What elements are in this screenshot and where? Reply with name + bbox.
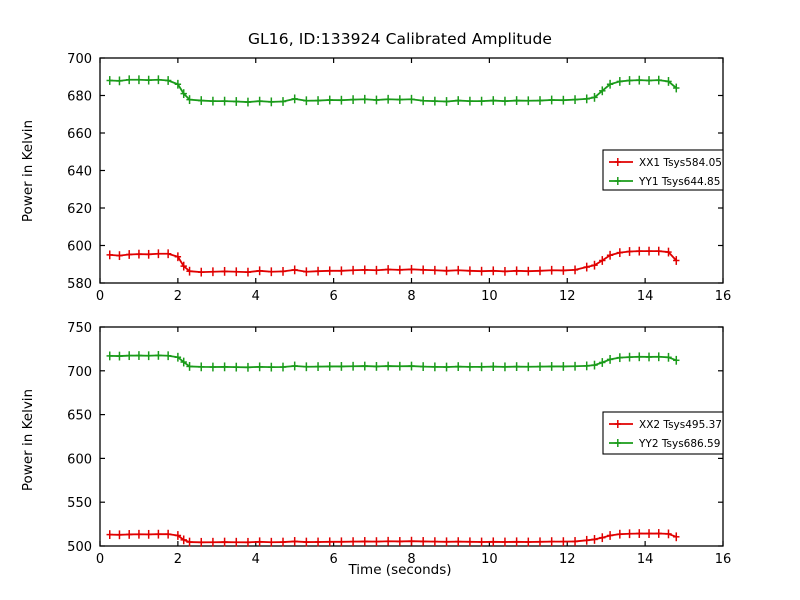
panel-bottom: 0 2 4 6 8 10 12 14 16 500 550 600 650 700 750	[67, 321, 731, 567]
y-tick-label: 650	[67, 409, 92, 424]
y-tick-label: 550	[67, 496, 92, 511]
series-markers-1	[106, 75, 680, 107]
legend-bottom[interactable]: XX2 Tsys495.37 YY2 Tsys686.59	[602, 411, 724, 455]
x-tick-label: 14	[637, 289, 654, 304]
x-tick-label: 14	[637, 552, 654, 567]
panel-top: 0 2 4 6 8 10 12 14 16 580 600 620 640 660 680 700	[67, 52, 731, 304]
x-tick-label: 12	[559, 552, 576, 567]
x-tick-label: 16	[715, 552, 732, 567]
series-line-0	[108, 250, 678, 274]
y-tick-label: 750	[67, 321, 92, 336]
y-tick-label: 620	[67, 202, 92, 217]
x-tick-label: 10	[481, 289, 498, 304]
chart-title: GL16, ID:133924 Calibrated Amplitude	[247, 30, 553, 48]
x-tick-label: 8	[407, 289, 415, 304]
x-tick-label: 16	[715, 289, 732, 304]
x-tick-label: 2	[174, 552, 182, 567]
series-markers-0	[106, 529, 680, 547]
x-tick-label: 0	[96, 552, 104, 567]
x-axis-label: Time (seconds)	[348, 562, 452, 578]
y-tick-label: 660	[67, 127, 92, 142]
legend-label-0: XX2 Tsys495.37	[639, 419, 722, 431]
series-markers-0	[106, 246, 680, 277]
legend-label-1: YY2 Tsys686.59	[638, 438, 720, 450]
series-markers-1	[106, 350, 680, 372]
x-tick-label: 10	[481, 552, 498, 567]
x-tick-label: 6	[329, 552, 337, 567]
series-line-0	[108, 532, 678, 544]
legend-label-1: YY1 Tsys644.85	[638, 176, 720, 188]
legend-box	[602, 149, 724, 191]
y-tick-label: 600	[67, 452, 92, 467]
y-axis-label-bottom: Power in Kelvin	[20, 388, 36, 492]
y-tick-label: 700	[67, 52, 92, 67]
series-line-1	[108, 354, 678, 369]
y-tick-label: 580	[67, 277, 92, 292]
x-tick-label: 12	[559, 289, 576, 304]
y-tick-label: 680	[67, 90, 92, 105]
y-tick-label: 640	[67, 165, 92, 180]
y-tick-label: 600	[67, 240, 92, 255]
x-tick-label: 8	[407, 552, 415, 567]
legend-box	[602, 411, 724, 455]
x-tick-label: 2	[174, 289, 182, 304]
y-tick-label: 700	[67, 365, 92, 380]
series-line-1	[108, 78, 678, 103]
legend-top[interactable]: XX1 Tsys584.05 YY1 Tsys644.85	[602, 149, 724, 191]
x-tick-label: 4	[252, 552, 260, 567]
y-axis-label-top: Power in Kelvin	[20, 119, 36, 223]
x-tick-label: 0	[96, 289, 104, 304]
y-tick-label: 500	[67, 540, 92, 555]
x-tick-label: 6	[329, 289, 337, 304]
x-tick-label: 4	[252, 289, 260, 304]
legend-label-0: XX1 Tsys584.05	[639, 157, 722, 169]
